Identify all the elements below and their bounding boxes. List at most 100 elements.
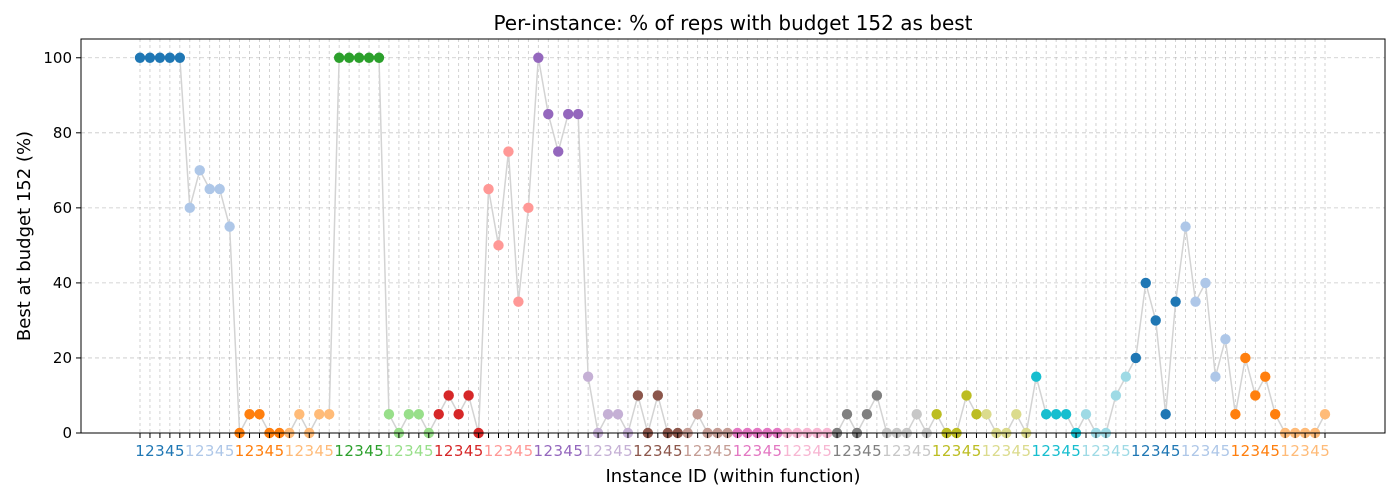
x-tick-label: 4 <box>563 442 573 460</box>
x-tick-label: 1 <box>882 442 892 460</box>
x-tick-label: 1 <box>1280 442 1290 460</box>
data-point <box>174 52 186 63</box>
x-tick-label: 5 <box>723 442 733 460</box>
x-tick-label: 2 <box>1041 442 1051 460</box>
x-tick-label: 3 <box>653 442 663 460</box>
x-tick-label: 1 <box>583 442 593 460</box>
x-tick-label: 3 <box>952 442 962 460</box>
data-point <box>1180 221 1191 232</box>
x-tick-label: 5 <box>1071 442 1081 460</box>
x-tick-label: 4 <box>265 442 275 460</box>
x-tick-label: 5 <box>424 442 434 460</box>
x-tick-label: 3 <box>703 442 713 460</box>
x-tick-label: 5 <box>324 442 334 460</box>
data-point <box>543 108 554 120</box>
data-point <box>483 183 494 195</box>
x-tick-label: 4 <box>812 442 822 460</box>
x-tick-label: 3 <box>603 442 613 460</box>
data-point <box>1240 352 1251 364</box>
data-point <box>204 183 215 195</box>
x-tick-label: 5 <box>773 442 783 460</box>
x-tick-label: 2 <box>743 442 753 460</box>
data-point <box>1031 371 1042 382</box>
x-tick-label: 3 <box>553 442 563 460</box>
y-tick-label: 20 <box>53 349 72 367</box>
x-tick-label: 1 <box>185 442 195 460</box>
x-tick-label: 3 <box>1201 442 1211 460</box>
x-tick-label: 1 <box>832 442 842 460</box>
x-tick-label: 2 <box>195 442 205 460</box>
x-tick-label: 2 <box>1290 442 1300 460</box>
x-tick-label: 4 <box>613 442 623 460</box>
x-tick-label: 4 <box>962 442 972 460</box>
x-tick-label: 4 <box>763 442 773 460</box>
x-tick-label: 4 <box>1310 442 1320 460</box>
x-tick-label: 3 <box>1051 442 1061 460</box>
x-tick-label: 2 <box>295 442 305 460</box>
data-point <box>254 409 265 420</box>
data-point <box>353 52 365 63</box>
connector-line-layer <box>140 57 1326 436</box>
x-tick-label: 3 <box>1251 442 1261 460</box>
data-point <box>871 390 883 401</box>
data-point <box>493 240 504 251</box>
data-point <box>1250 390 1261 401</box>
data-point <box>314 409 325 420</box>
data-point <box>403 409 415 420</box>
x-tick-label: 5 <box>922 442 932 460</box>
x-tick-label: 1 <box>135 442 145 460</box>
x-tick-label: 4 <box>165 442 175 460</box>
data-point <box>1260 371 1271 382</box>
data-point <box>841 409 853 420</box>
x-tick-label: 2 <box>1241 442 1251 460</box>
y-tick-label: 60 <box>53 199 72 217</box>
y-tick-label: 80 <box>53 124 72 142</box>
data-point <box>602 409 614 420</box>
data-point <box>1319 409 1331 420</box>
x-tick-label: 1 <box>733 442 743 460</box>
data-point <box>1160 409 1171 420</box>
x-tick-label: 2 <box>394 442 404 460</box>
x-tick-label: 1 <box>235 442 245 460</box>
data-point <box>144 52 156 63</box>
x-tick-label: 1 <box>1231 442 1241 460</box>
x-tick-label: 5 <box>972 442 982 460</box>
x-tick-label: 4 <box>1061 442 1071 460</box>
x-tick-label: 5 <box>374 442 384 460</box>
x-tick-label: 3 <box>1151 442 1161 460</box>
x-tick-label: 5 <box>1171 442 1181 460</box>
x-tick-label: 1 <box>633 442 643 460</box>
x-tick-label: 1 <box>384 442 394 460</box>
grid-layer <box>81 39 1385 434</box>
data-point <box>244 409 255 420</box>
x-tick-label: 5 <box>275 442 285 460</box>
data-point <box>214 183 225 195</box>
plot-frame <box>80 38 1386 434</box>
data-point <box>413 409 425 420</box>
data-point <box>343 52 355 63</box>
data-point <box>971 409 982 420</box>
x-tick-label: 3 <box>454 442 464 460</box>
x-tick-label: 3 <box>1101 442 1111 460</box>
data-point <box>453 409 464 420</box>
x-tick-label: 2 <box>1091 442 1101 460</box>
data-point <box>1110 390 1122 401</box>
x-tick-label: 1 <box>782 442 792 460</box>
data-point <box>1011 409 1022 420</box>
x-tick-label: 3 <box>305 442 315 460</box>
data-point <box>582 371 594 382</box>
x-tick-label: 5 <box>524 442 534 460</box>
x-tick-label: 4 <box>514 442 524 460</box>
x-tick-label: 2 <box>494 442 504 460</box>
y-tick-label: 40 <box>53 274 72 292</box>
x-tick-label: 4 <box>663 442 673 460</box>
x-tick-label: 3 <box>802 442 812 460</box>
x-tick-label: 4 <box>215 442 225 460</box>
x-tick-label: 1 <box>1131 442 1141 460</box>
data-point <box>533 52 544 63</box>
x-tick-label: 2 <box>145 442 155 460</box>
data-point <box>861 409 873 420</box>
x-tick-label: 3 <box>354 442 364 460</box>
